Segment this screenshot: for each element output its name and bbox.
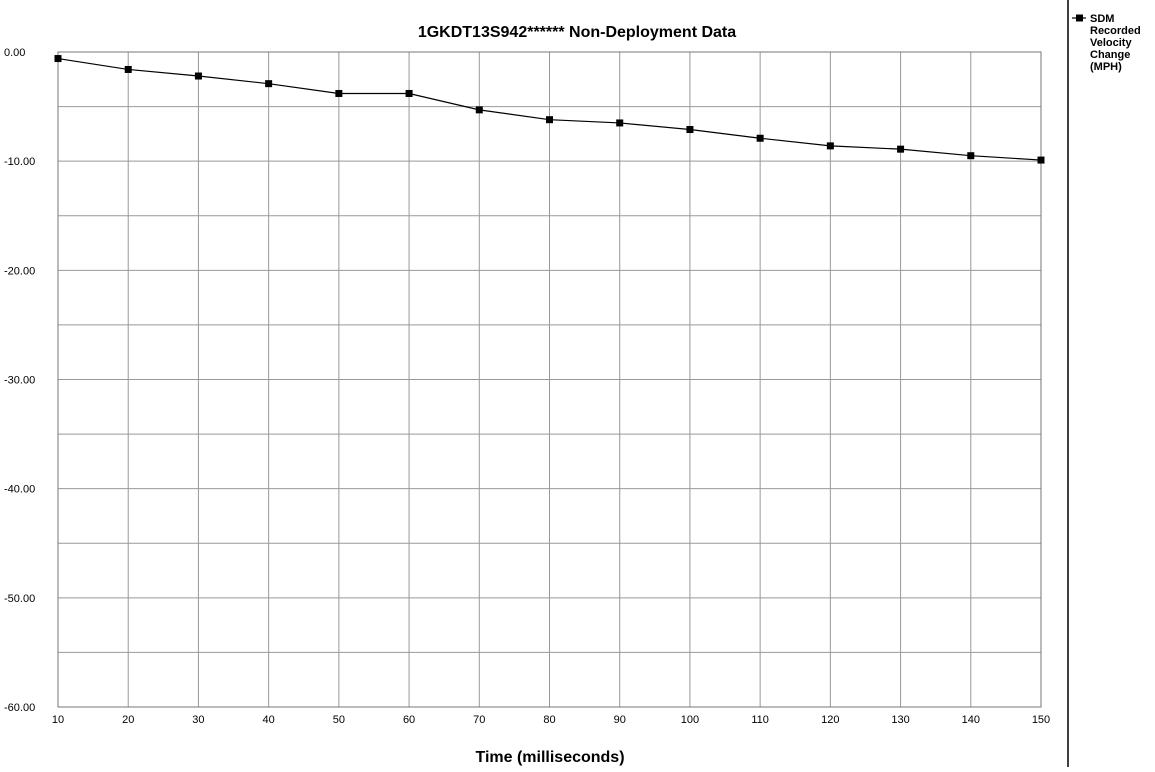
data-point-marker <box>194 72 202 80</box>
data-point-marker <box>826 142 834 150</box>
data-point-marker <box>897 145 905 153</box>
y-tick-label: -40.00 <box>4 484 35 496</box>
y-axis-ticks: 0.00 -10.00 -20.00 -30.00 -40.00 -50.00 -60.00 <box>4 47 35 714</box>
legend-label: Velocity <box>1090 37 1132 49</box>
x-tick-label: 150 <box>1032 714 1050 726</box>
x-tick-label: 50 <box>333 714 345 726</box>
legend-label: Change <box>1090 49 1130 61</box>
x-tick-label: 130 <box>891 714 909 726</box>
data-point-marker <box>1037 156 1045 164</box>
data-point-marker <box>967 152 975 160</box>
y-tick-label: -10.00 <box>4 156 35 168</box>
x-tick-label: 80 <box>543 714 555 726</box>
legend-label: Recorded <box>1090 25 1141 37</box>
legend-marker-swatch <box>1076 14 1083 22</box>
plot-area-border <box>57 51 1042 708</box>
x-tick-label: 70 <box>473 714 485 726</box>
data-point-marker <box>756 134 764 142</box>
x-tick-label: 10 <box>52 714 64 726</box>
axes <box>57 0 1069 767</box>
x-tick-label: 60 <box>403 714 415 726</box>
x-tick-label: 30 <box>192 714 204 726</box>
x-axis-label: Time (milliseconds) <box>475 749 624 766</box>
y-tick-label: -60.00 <box>4 702 35 714</box>
data-point-marker <box>546 116 553 124</box>
x-tick-label: 110 <box>751 714 769 726</box>
data-point-marker <box>124 65 132 73</box>
data-point-marker <box>335 89 343 97</box>
x-tick-label: 140 <box>962 714 980 726</box>
y-tick-label: -20.00 <box>4 265 35 277</box>
data-point-marker <box>54 55 62 63</box>
y-tick-label: -30.00 <box>4 375 35 387</box>
x-tick-label: 20 <box>122 714 134 726</box>
chart-title: 1GKDT13S942****** Non-Deployment Data <box>418 24 736 41</box>
legend-label: SDM <box>1090 13 1114 25</box>
data-point-marker <box>475 106 483 114</box>
y-tick-label: -50.00 <box>4 593 35 605</box>
series-velocity-change <box>54 55 1045 164</box>
x-axis-ticks: 10 20 30 40 50 60 70 80 90 100 110 120 130 140 150 <box>52 714 1050 726</box>
data-point-marker <box>265 80 273 88</box>
legend-label: (MPH) <box>1090 61 1122 73</box>
x-tick-label: 100 <box>681 714 699 726</box>
x-tick-label: 120 <box>821 714 839 726</box>
x-tick-label: 40 <box>263 714 275 726</box>
grid <box>58 52 1041 707</box>
x-tick-label: 90 <box>614 714 626 726</box>
data-point-marker <box>686 126 694 134</box>
data-point-marker <box>616 119 624 127</box>
y-tick-label: 0.00 <box>4 47 25 59</box>
data-point-marker <box>405 89 413 97</box>
